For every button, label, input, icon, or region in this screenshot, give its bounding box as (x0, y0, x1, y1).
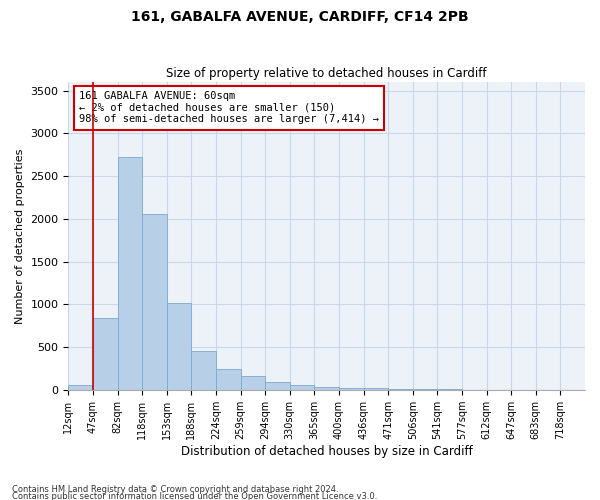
Text: Contains public sector information licensed under the Open Government Licence v3: Contains public sector information licen… (12, 492, 377, 500)
Text: 161, GABALFA AVENUE, CARDIFF, CF14 2PB: 161, GABALFA AVENUE, CARDIFF, CF14 2PB (131, 10, 469, 24)
Bar (142, 214, 167, 390)
Bar (191, 351, 216, 390)
Bar (364, 388, 388, 390)
Text: Contains HM Land Registry data © Crown copyright and database right 2024.: Contains HM Land Registry data © Crown c… (12, 486, 338, 494)
Bar (241, 376, 265, 390)
Bar (265, 382, 290, 390)
Bar (167, 304, 191, 390)
Bar (314, 387, 339, 390)
Bar (68, 385, 93, 390)
Bar (339, 388, 364, 390)
Bar (118, 158, 142, 390)
Bar (93, 318, 118, 390)
Text: 161 GABALFA AVENUE: 60sqm
← 2% of detached houses are smaller (150)
98% of semi-: 161 GABALFA AVENUE: 60sqm ← 2% of detach… (79, 92, 379, 124)
Title: Size of property relative to detached houses in Cardiff: Size of property relative to detached ho… (166, 66, 487, 80)
Bar (290, 385, 314, 390)
Bar (388, 389, 413, 390)
Y-axis label: Number of detached properties: Number of detached properties (15, 148, 25, 324)
Bar (216, 369, 241, 390)
X-axis label: Distribution of detached houses by size in Cardiff: Distribution of detached houses by size … (181, 444, 473, 458)
